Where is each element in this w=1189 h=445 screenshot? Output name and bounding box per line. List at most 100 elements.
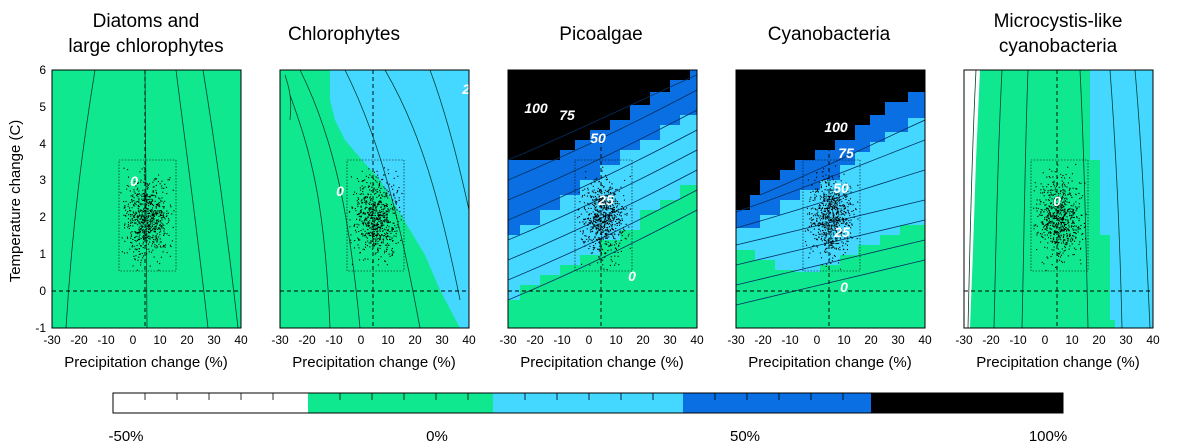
scatter-point bbox=[1047, 216, 1049, 218]
scatter-point bbox=[606, 269, 608, 271]
scatter-point bbox=[839, 236, 841, 238]
scatter-point bbox=[365, 202, 367, 204]
scatter-point bbox=[821, 171, 823, 173]
scatter-point bbox=[393, 222, 395, 224]
scatter-point bbox=[608, 230, 610, 232]
contour-line bbox=[508, 129, 697, 221]
scatter-point bbox=[809, 200, 811, 202]
scatter-point bbox=[172, 189, 174, 191]
scatter-point bbox=[369, 226, 371, 228]
scatter-point bbox=[1060, 230, 1062, 232]
scatter-point bbox=[396, 209, 398, 211]
scatter-point bbox=[1073, 222, 1075, 224]
scatter-point bbox=[1050, 221, 1052, 223]
scatter-point bbox=[837, 221, 839, 223]
scatter-point bbox=[584, 223, 586, 225]
region-lightblue bbox=[1090, 70, 1153, 328]
scatter-point bbox=[606, 222, 608, 224]
scatter-point bbox=[600, 250, 602, 252]
scatter-point bbox=[121, 237, 123, 239]
scatter-point bbox=[833, 223, 835, 225]
scatter-point bbox=[379, 181, 381, 183]
scatter-point bbox=[132, 196, 134, 198]
scatter-point bbox=[1044, 209, 1046, 211]
scatter-point bbox=[370, 199, 372, 201]
scatter-point bbox=[375, 217, 377, 219]
scatter-point bbox=[158, 204, 160, 206]
scatter-point bbox=[392, 209, 394, 211]
scatter-point bbox=[605, 235, 607, 237]
scatter-point bbox=[1043, 225, 1045, 227]
scatter-point bbox=[385, 194, 387, 196]
scatter-point bbox=[1041, 209, 1043, 211]
scatter-point bbox=[1064, 185, 1066, 187]
scatter-point bbox=[147, 243, 149, 245]
scatter-point bbox=[827, 195, 829, 197]
scatter-point bbox=[839, 238, 841, 240]
scatter-point bbox=[597, 210, 599, 212]
scatter-point bbox=[1064, 228, 1066, 230]
scatter-point bbox=[823, 232, 825, 234]
scatter-point bbox=[151, 214, 153, 216]
scatter-point bbox=[357, 213, 359, 215]
x-axis-label: Precipitation change (%) bbox=[748, 354, 911, 371]
scatter-point bbox=[810, 225, 812, 227]
scatter-point bbox=[361, 233, 363, 235]
scatter-point bbox=[595, 206, 597, 208]
scatter-point bbox=[377, 218, 379, 220]
scatter-point bbox=[153, 212, 155, 214]
scatter-point bbox=[1063, 206, 1065, 208]
scatter-point bbox=[843, 204, 845, 206]
scatter-point bbox=[1061, 218, 1063, 220]
contour-line bbox=[284, 74, 292, 121]
colorbar-ticks bbox=[144, 393, 844, 400]
scatter-point bbox=[594, 225, 596, 227]
scatter-point bbox=[603, 220, 605, 222]
scatter-point bbox=[387, 210, 389, 212]
scatter-point bbox=[602, 197, 604, 199]
scatter-point bbox=[377, 251, 379, 253]
scatter-point bbox=[1054, 224, 1056, 226]
scatter-point bbox=[360, 230, 362, 232]
scatter-point bbox=[583, 242, 585, 244]
scatter-point bbox=[145, 225, 147, 227]
scatter-point bbox=[376, 234, 378, 236]
scatter-point bbox=[156, 223, 158, 225]
scatter-point bbox=[162, 246, 164, 248]
scatter-point bbox=[833, 254, 835, 256]
scatter-point bbox=[367, 222, 369, 224]
scatter-point bbox=[1058, 205, 1060, 207]
scatter-point bbox=[140, 210, 142, 212]
scatter-point bbox=[1063, 182, 1065, 184]
scatter-point bbox=[142, 225, 144, 227]
scatter-point bbox=[825, 226, 827, 228]
scatter-point bbox=[159, 220, 161, 222]
scatter-point bbox=[599, 258, 601, 260]
scatter-point bbox=[606, 203, 608, 205]
scatter-point bbox=[365, 224, 367, 226]
scatter-point bbox=[1058, 195, 1060, 197]
scatter-point bbox=[1053, 213, 1055, 215]
scatter-point bbox=[389, 221, 391, 223]
scatter-point bbox=[1059, 205, 1061, 207]
scatter-point bbox=[1035, 224, 1037, 226]
scatter-point bbox=[146, 217, 148, 219]
scatter-point bbox=[579, 221, 581, 223]
scatter-point bbox=[1054, 171, 1056, 173]
scatter-point bbox=[826, 241, 828, 243]
scatter-point bbox=[160, 211, 162, 213]
scatter-point bbox=[599, 200, 601, 202]
scatter-point bbox=[829, 188, 831, 190]
scatter-point bbox=[1066, 236, 1068, 238]
scatter-point bbox=[1060, 200, 1062, 202]
scatter-point bbox=[1052, 189, 1054, 191]
scatter-point bbox=[608, 223, 610, 225]
scatter-point bbox=[620, 220, 622, 222]
scatter-point bbox=[127, 211, 129, 213]
scatter-point bbox=[836, 200, 838, 202]
contour-line bbox=[384, 70, 461, 301]
scatter-point bbox=[384, 220, 386, 222]
scatter-point bbox=[159, 205, 161, 207]
scatter-point bbox=[371, 208, 373, 210]
scatter-point bbox=[1060, 228, 1062, 230]
